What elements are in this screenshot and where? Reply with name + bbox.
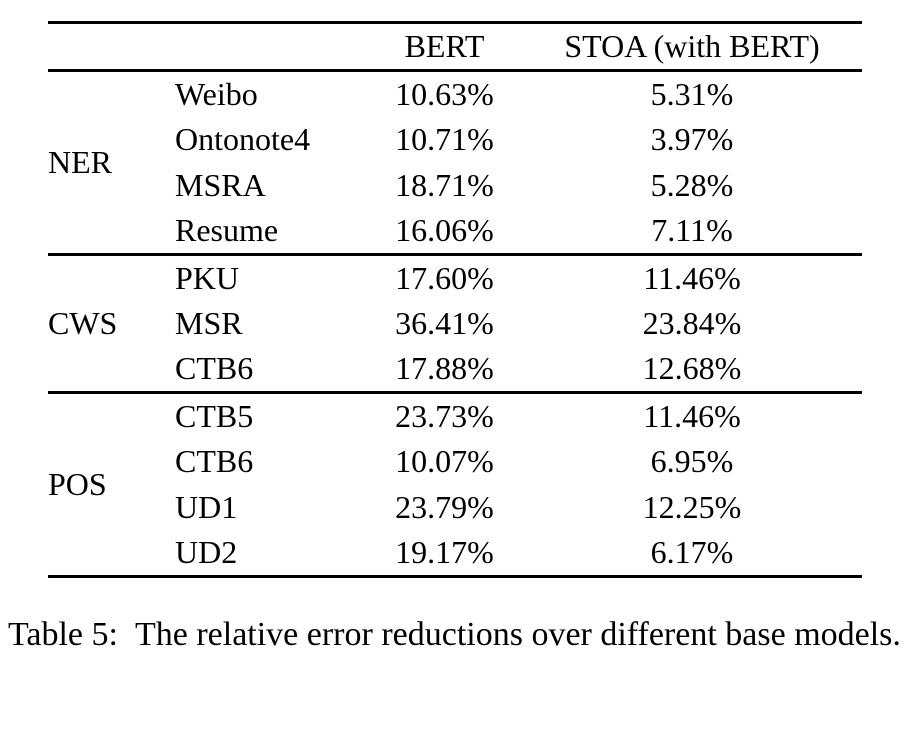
cell-stoa: 11.46%	[643, 259, 741, 296]
table-caption-label: Table 5:	[8, 616, 118, 653]
cell-bert: 10.63%	[395, 75, 494, 112]
cell-dataset: CTB5	[175, 397, 254, 434]
group-ner: NER Weibo 10.63% 5.31% Ontonote4 10.71% …	[48, 71, 862, 255]
header-group-empty	[48, 23, 175, 71]
cell-dataset: MSRA	[175, 167, 266, 203]
table-row: NER Weibo 10.63% 5.31%	[48, 71, 862, 180]
group-label-pos: POS	[48, 466, 107, 502]
cell-stoa: 6.95%	[650, 443, 734, 479]
cell-dataset: UD1	[175, 489, 238, 525]
cell-stoa: 12.25%	[642, 489, 742, 525]
table-row: POS CTB5 23.73% 11.46%	[48, 393, 862, 502]
table-row: CTB6 10.07% 6.95%	[48, 439, 862, 485]
header-dataset-empty	[175, 23, 367, 71]
table-caption: Table 5: The relative error reductions ov…	[8, 612, 908, 657]
table-row: MSRA 18.71% 5.28%	[48, 163, 862, 209]
cell-stoa: 7.11%	[651, 212, 733, 249]
header-stoa: STOA (with BERT)	[564, 28, 820, 64]
cell-stoa: 3.97%	[650, 121, 734, 157]
cell-dataset: Weibo	[175, 75, 258, 112]
table-row: UD1 23.79% 12.25%	[48, 485, 862, 531]
table-row: UD2 19.17% 6.17%	[48, 531, 862, 577]
cell-bert: 36.41%	[395, 305, 494, 341]
group-pos: POS CTB5 23.73% 11.46% CTB6 10.07% 6.95%…	[48, 393, 862, 577]
header-bert: BERT	[404, 28, 485, 64]
cell-dataset: MSR	[175, 305, 243, 341]
cell-bert: 16.06%	[395, 212, 494, 249]
cell-bert: 18.71%	[395, 167, 494, 203]
cell-stoa: 11.46%	[643, 397, 741, 434]
cell-dataset: PKU	[175, 259, 240, 296]
cell-stoa: 5.31%	[650, 75, 734, 112]
cell-stoa: 6.17%	[650, 534, 734, 571]
cell-bert: 10.71%	[395, 121, 494, 157]
table-row: Ontonote4 10.71% 3.97%	[48, 117, 862, 163]
cell-bert: 19.17%	[395, 534, 494, 571]
paper-figure-page: BERT STOA (with BERT) NER Weibo 10.63% 5…	[0, 21, 914, 746]
table-row: Resume 16.06% 7.11%	[48, 209, 862, 255]
cell-bert: 23.79%	[395, 489, 494, 525]
cell-bert: 17.88%	[395, 350, 494, 387]
table-caption-text: The relative error reductions over diffe…	[134, 616, 901, 653]
table-row: CWS PKU 17.60% 11.46%	[48, 255, 862, 341]
cell-dataset: Ontonote4	[175, 121, 311, 157]
cell-dataset: CTB6	[175, 443, 254, 479]
cell-dataset: UD2	[175, 534, 238, 571]
cell-stoa: 5.28%	[650, 167, 734, 203]
error-reduction-table: BERT STOA (with BERT) NER Weibo 10.63% 5…	[48, 21, 862, 578]
group-label-cws: CWS	[48, 305, 118, 341]
table-header-row: BERT STOA (with BERT)	[48, 23, 862, 71]
cell-bert: 23.73%	[395, 397, 494, 434]
cell-dataset: CTB6	[175, 350, 254, 387]
cell-stoa: 12.68%	[642, 350, 742, 387]
cell-dataset: Resume	[175, 212, 279, 249]
cell-bert: 10.07%	[395, 443, 494, 479]
table-row: MSR 36.41% 23.84%	[48, 301, 862, 347]
group-cws: CWS PKU 17.60% 11.46% MSR 36.41% 23.84% …	[48, 255, 862, 393]
cell-bert: 17.60%	[395, 259, 494, 296]
group-label-ner: NER	[48, 144, 112, 180]
table-row: CTB6 17.88% 12.68%	[48, 347, 862, 393]
cell-stoa: 23.84%	[642, 305, 742, 341]
